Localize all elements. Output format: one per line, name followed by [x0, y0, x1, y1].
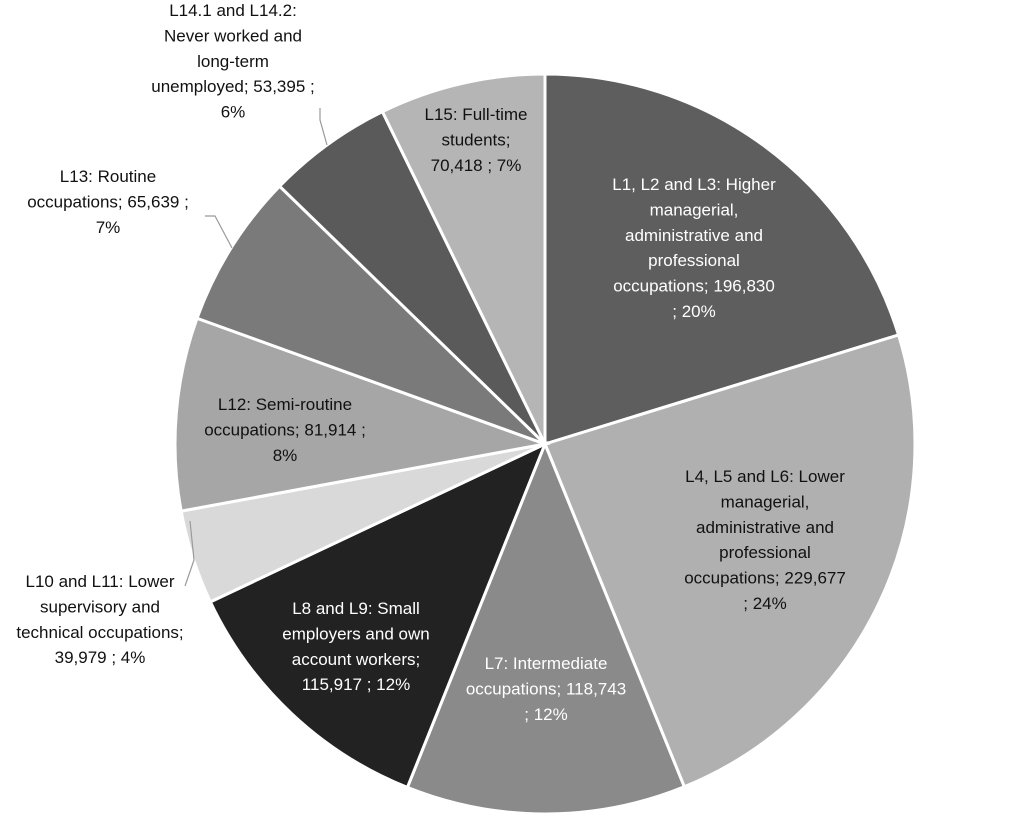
slice-label-8: L14.1 and L14.2: Never worked and long-ter… — [151, 1, 315, 122]
slice-label-line: occupations; 118,743 — [466, 679, 626, 698]
slice-label-4: L8 and L9: Small employers and own account… — [282, 599, 429, 694]
slice-label-line: supervisory and — [40, 597, 160, 616]
slice-label-line: employers and own — [282, 624, 429, 643]
slice-label-line: L12: Semi-routine — [218, 395, 352, 414]
slice-label-7: L13: Routine occupations; 65,639 ; 7% — [27, 167, 189, 237]
pie-slice-1 — [543, 72, 901, 447]
slice-label-line: L4, L5 and L6: Lower — [685, 467, 845, 486]
slice-label-line: L13: Routine — [60, 167, 156, 186]
slice-label-line: ; 12% — [524, 705, 567, 724]
pie-slice-6 — [173, 316, 551, 513]
slice-label-5: L10 and L11: Lower supervisory and technic… — [16, 572, 183, 667]
pie-slice-3 — [405, 439, 687, 816]
slice-label-line: occupations; 65,639 ; — [27, 192, 189, 211]
slice-label-3: L7: Intermediate occupations; 118,743 ; 12… — [466, 654, 626, 724]
slice-label-line: 39,979 ; 4% — [55, 648, 146, 667]
slice-label-line: L8 and L9: Small — [292, 599, 420, 618]
slice-label-line: professional — [648, 251, 740, 270]
pie-slice-9 — [380, 72, 547, 445]
slice-label-2: L4, L5 and L6: Lower managerial, administr… — [684, 467, 846, 613]
slice-label-line: L1, L2 and L3: Higher — [612, 175, 776, 194]
slice-label-line: professional — [719, 543, 811, 562]
slice-label-line: administrative and — [625, 226, 763, 245]
leader-line-8 — [319, 108, 328, 146]
leader-line-7 — [205, 215, 233, 249]
slice-label-line: occupations; 229,677 — [684, 569, 846, 588]
slice-labels: L1, L2 and L3: Higher managerial, administ… — [16, 1, 845, 724]
slice-label-line: L14.1 and L14.2: — [169, 1, 297, 20]
slice-label-line: unemployed; 53,395 ; — [151, 77, 315, 96]
slice-label-line: 8% — [273, 446, 298, 465]
slice-label-line: L15: Full-time — [425, 105, 528, 124]
slice-label-line: occupations; 196,830 — [613, 277, 775, 296]
slice-label-line: L10 and L11: Lower — [25, 572, 174, 591]
pie-slices — [173, 72, 917, 816]
slice-label-line: 7% — [96, 218, 121, 237]
slice-label-line: long-term — [197, 52, 269, 71]
slice-label-9: L15: Full-time students; 70,418 ; 7% — [425, 105, 528, 175]
slice-label-line: 115,917 ; 12% — [302, 675, 410, 694]
leader-line-5 — [184, 520, 195, 587]
slice-label-line: account workers; — [292, 650, 421, 669]
leader-lines — [184, 108, 328, 587]
slice-label-1: L1, L2 and L3: Higher managerial, administ… — [612, 175, 776, 321]
pie-slice-4 — [208, 441, 548, 790]
slice-label-line: occupations; 81,914 ; — [204, 420, 366, 439]
slice-label-line: ; 20% — [672, 302, 715, 321]
pie-slice-2 — [542, 333, 917, 789]
slice-label-6: L12: Semi-routine occupations; 81,914 ; 8% — [204, 395, 366, 465]
slice-label-line: 70,418 ; 7% — [431, 156, 522, 175]
slice-label-line: students; — [442, 130, 511, 149]
slice-label-line: technical occupations; — [16, 623, 183, 642]
slice-label-line: 6% — [221, 103, 246, 122]
slice-label-line: managerial, — [650, 200, 739, 219]
slice-label-line: ; 24% — [743, 594, 786, 613]
slice-label-line: Never worked and — [164, 26, 302, 45]
slice-label-line: administrative and — [696, 518, 834, 537]
slice-label-line: managerial, — [721, 492, 810, 511]
slice-label-line: L7: Intermediate — [485, 654, 608, 673]
